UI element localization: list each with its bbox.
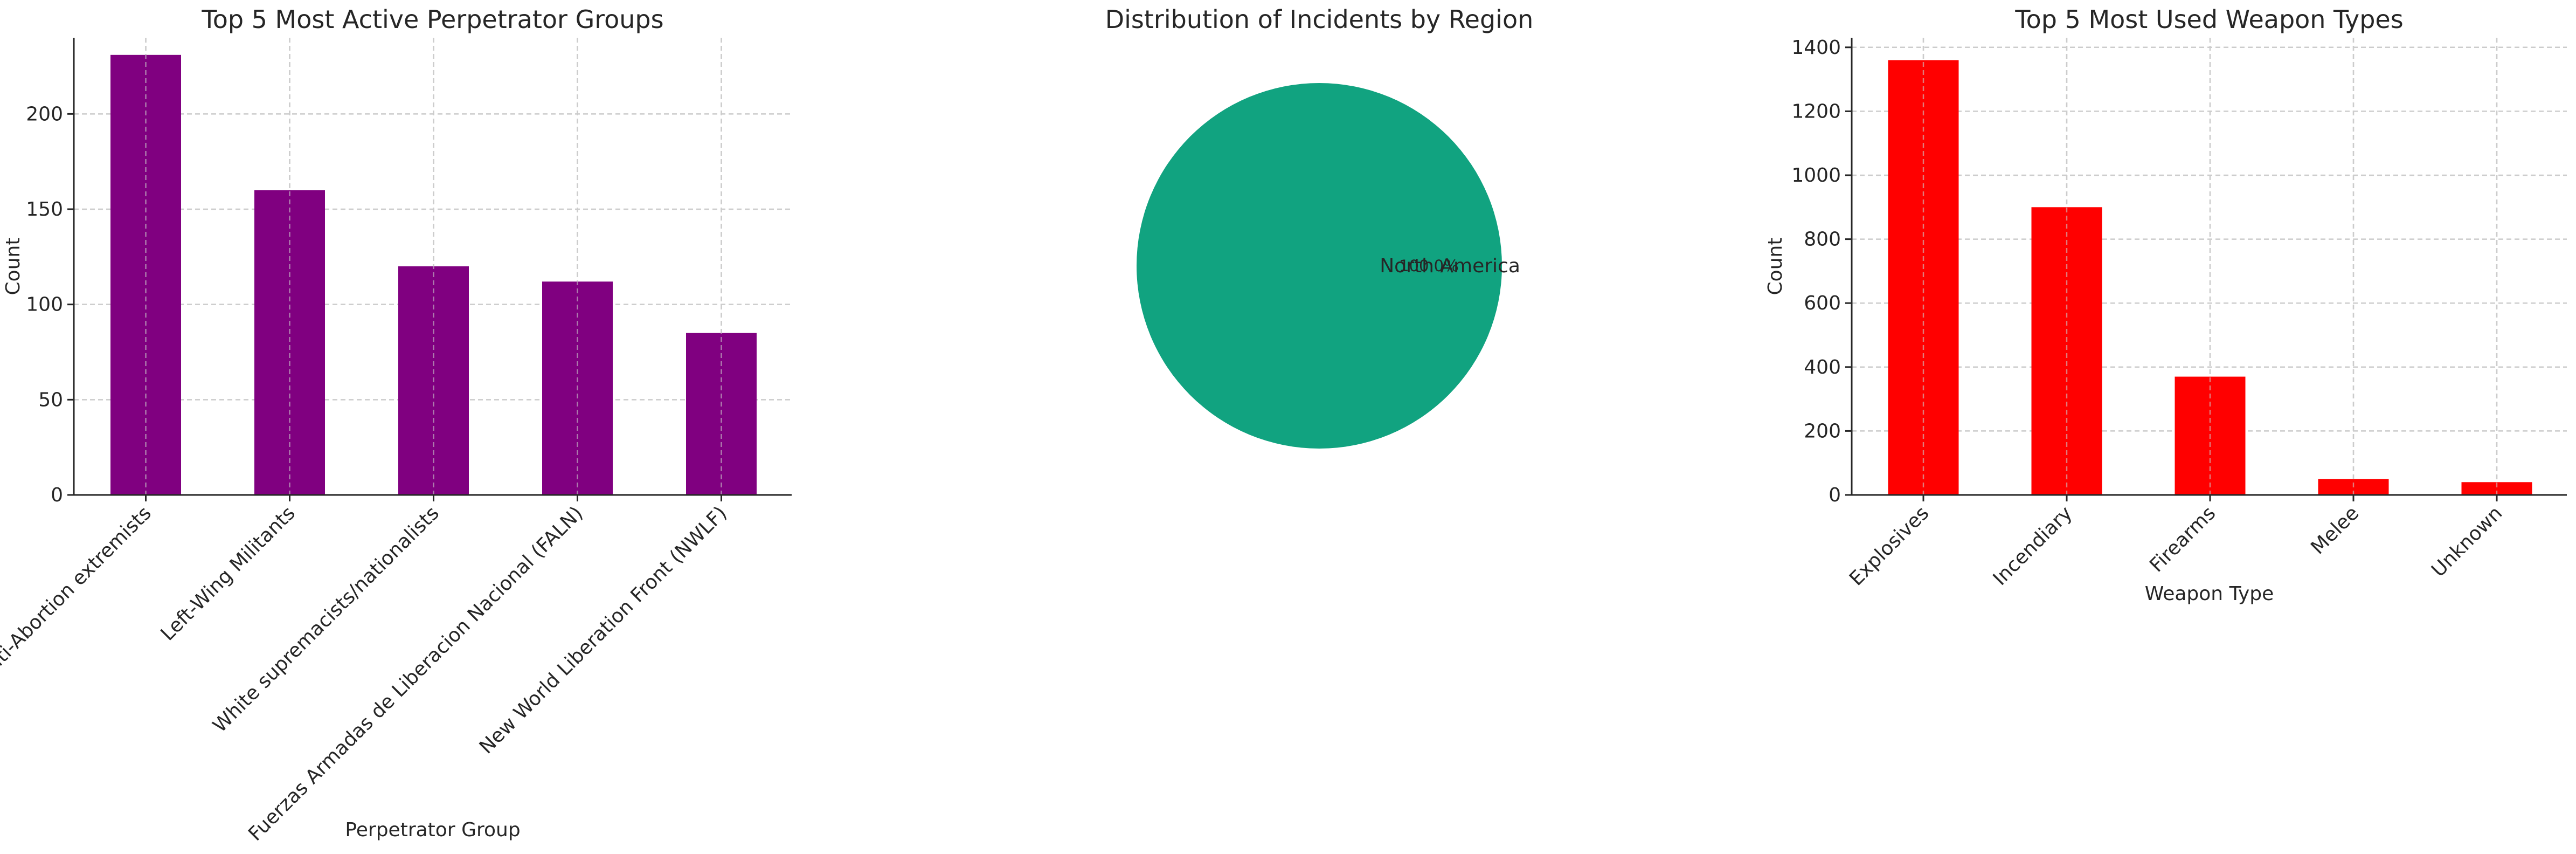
chart-title: Top 5 Most Used Weapon Types xyxy=(2014,5,2403,34)
y-tick-label: 0 xyxy=(1829,484,1841,506)
x-tick-label: Firearms xyxy=(2145,502,2220,576)
bar-5 xyxy=(2461,482,2532,495)
x-tick-label: Anti-Abortion extremists xyxy=(0,502,156,685)
x-axis-label: Perpetrator Group xyxy=(345,819,520,841)
y-tick-label: 1000 xyxy=(1791,164,1841,187)
y-tick-label: 600 xyxy=(1804,292,1841,314)
x-tick-label: Incendiary xyxy=(1989,502,2077,590)
pie-slice-1 xyxy=(1137,83,1502,449)
chart-1: 0 50 100 150 200 Anti-Abortion extremists Left… xyxy=(0,5,792,845)
bar-2 xyxy=(2031,207,2102,495)
x-tick-label: Fuerzas Armadas de Liberacion Nacional (… xyxy=(244,502,587,845)
x-tick-label: Explosives xyxy=(1845,502,1933,590)
chart-title: Top 5 Most Active Perpetrator Groups xyxy=(201,5,663,34)
y-axis-label: Count xyxy=(2,238,24,295)
y-tick-label: 1400 xyxy=(1791,37,1841,59)
y-tick-label: 1200 xyxy=(1791,100,1841,122)
y-tick-label: 0 xyxy=(51,484,63,506)
x-tick-label: New World Liberation Front (NWLF) xyxy=(475,502,731,758)
chart-3: 0 200 400 600 800 1000 1200 1400 Explosives Incen… xyxy=(1764,5,2567,605)
x-tick-label: Melee xyxy=(2307,502,2363,559)
pie-label: North America xyxy=(1380,255,1520,277)
y-tick-label: 800 xyxy=(1804,229,1841,251)
x-tick-label: Left-Wing Militants xyxy=(157,502,300,645)
y-axis-label: Count xyxy=(1764,238,1786,295)
chart-title: Distribution of Incidents by Region xyxy=(1105,5,1534,34)
y-tick-label: 150 xyxy=(26,198,63,221)
x-tick-label: Unknown xyxy=(2427,502,2506,581)
pie-percent-label: 100.0% xyxy=(1399,257,1459,275)
y-tick-label: 50 xyxy=(38,389,63,411)
x-axis-label: Weapon Type xyxy=(2145,583,2274,605)
y-tick-label: 400 xyxy=(1804,356,1841,378)
y-tick-label: 200 xyxy=(26,103,63,125)
x-tick-label: White supremacists/nationalists xyxy=(209,502,444,737)
y-tick-label: 100 xyxy=(26,294,63,316)
y-tick-label: 200 xyxy=(1804,420,1841,442)
